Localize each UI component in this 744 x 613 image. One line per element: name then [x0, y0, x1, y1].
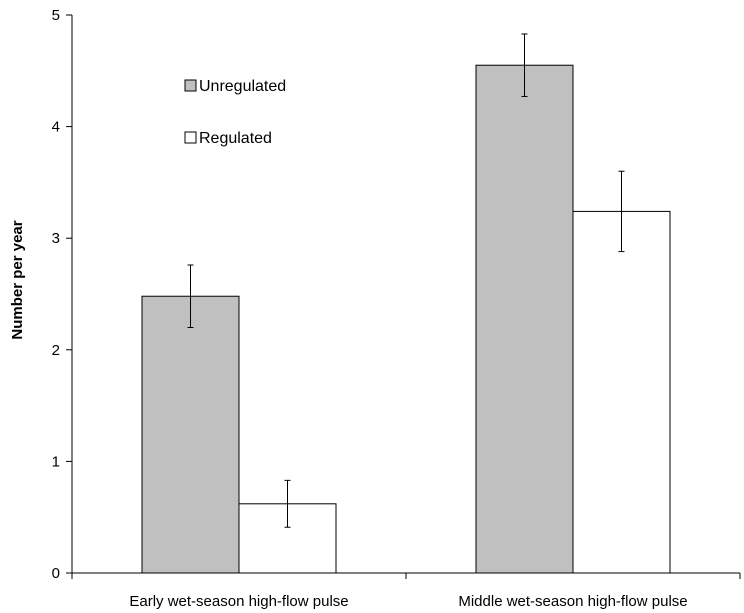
- y-tick-label-1: 1: [52, 453, 60, 470]
- y-tick-label-0: 0: [52, 565, 60, 582]
- legend-swatch-unregulated: [184, 79, 197, 92]
- bar-unregulated-0: [141, 295, 240, 574]
- y-tick-label-2: 2: [52, 342, 60, 359]
- legend: Unregulated Regulated: [184, 78, 286, 147]
- x-category-label-1: Middle wet-season high-flow pulse: [458, 593, 687, 610]
- error-bars-group: [187, 33, 625, 528]
- legend-swatch-regulated: [184, 131, 197, 144]
- x-category-label-0: Early wet-season high-flow pulse: [129, 593, 348, 610]
- axes-group: 0 1 2 3 4 5 Early wet-season high-flow pulse Mi…: [52, 7, 741, 610]
- y-axis-label: Number per year: [9, 220, 26, 339]
- legend-label-regulated: Regulated: [199, 130, 272, 147]
- y-tick-label-4: 4: [52, 119, 60, 136]
- bar-regulated-1: [572, 210, 671, 574]
- legend-label-unregulated: Unregulated: [199, 78, 286, 95]
- y-tick-label-5: 5: [52, 7, 60, 24]
- y-tick-label-3: 3: [52, 230, 60, 247]
- bar-unregulated-1: [475, 64, 574, 574]
